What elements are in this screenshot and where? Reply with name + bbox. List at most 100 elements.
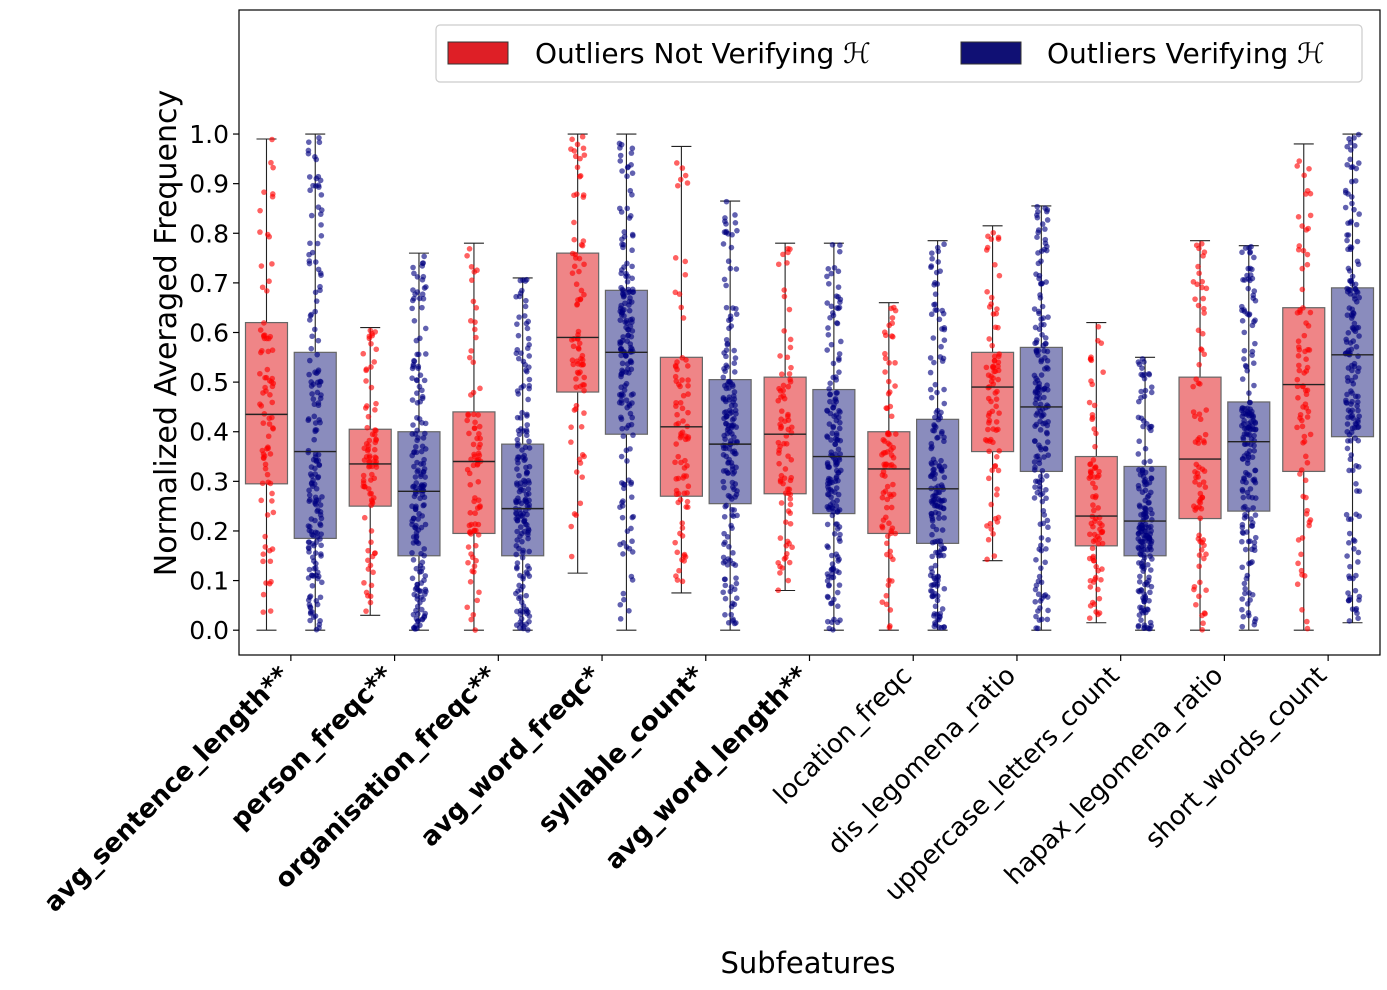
strip-point xyxy=(1244,408,1251,415)
strip-point xyxy=(519,549,526,556)
strip-point xyxy=(411,318,418,324)
strip-point xyxy=(318,232,325,239)
strip-point xyxy=(521,477,527,484)
strip-point xyxy=(464,466,471,473)
strip-point xyxy=(1239,413,1246,420)
strip-point xyxy=(523,297,529,304)
strip-point xyxy=(519,409,525,416)
strip-point xyxy=(515,441,521,447)
strip-point xyxy=(722,539,728,546)
strip-point xyxy=(1349,324,1356,331)
strip-point xyxy=(422,430,428,437)
strip-point xyxy=(524,610,530,617)
strip-point xyxy=(629,400,635,406)
strip-point xyxy=(784,550,790,557)
strip-point xyxy=(1239,538,1245,545)
category-group xyxy=(970,203,1063,632)
strip-point xyxy=(365,486,372,492)
strip-point xyxy=(941,515,947,521)
strip-point xyxy=(720,478,727,485)
strip-point xyxy=(720,241,727,247)
strip-point xyxy=(986,438,993,444)
strip-point xyxy=(1295,338,1302,345)
strip-point xyxy=(723,467,729,474)
strip-point xyxy=(1349,306,1355,313)
strip-point xyxy=(1042,226,1048,232)
strip-point xyxy=(888,452,895,458)
y-tick-label: 0.4 xyxy=(189,418,229,447)
strip-point xyxy=(1036,272,1043,279)
strip-point xyxy=(677,434,684,441)
strip-point xyxy=(1039,616,1045,623)
strip-point xyxy=(317,395,324,402)
legend-frame xyxy=(435,24,1363,83)
strip-point xyxy=(930,493,936,500)
strip-point xyxy=(931,613,937,619)
strip-point xyxy=(834,589,841,596)
strip-point xyxy=(1239,376,1246,382)
strip-point xyxy=(685,382,691,389)
strip-point xyxy=(307,609,314,615)
strip-point xyxy=(836,569,842,576)
strip-point xyxy=(410,264,416,271)
strip-point xyxy=(619,425,625,432)
strip-point xyxy=(1344,421,1351,427)
strip-point xyxy=(423,351,429,357)
strip-point xyxy=(880,450,887,456)
strip-point xyxy=(1239,488,1246,494)
strip-point xyxy=(1355,419,1361,425)
strip-point xyxy=(1244,572,1251,579)
strip-point xyxy=(1199,278,1206,285)
strip-point xyxy=(419,304,425,311)
strip-point xyxy=(522,303,529,310)
strip-point xyxy=(413,615,420,622)
strip-point xyxy=(679,354,686,361)
strip-point xyxy=(830,566,836,573)
strip-point xyxy=(937,354,944,360)
strip-point xyxy=(989,467,995,474)
strip-point xyxy=(628,392,635,398)
strip-point xyxy=(629,538,635,545)
strip-point xyxy=(578,287,585,294)
strip-point xyxy=(1241,329,1248,336)
strip-point xyxy=(787,344,794,351)
strip-point xyxy=(465,544,472,550)
strip-point xyxy=(518,350,524,356)
strip-point xyxy=(1038,579,1045,586)
strip-point xyxy=(931,593,937,599)
strip-point xyxy=(1095,472,1102,479)
strip-point xyxy=(624,205,631,212)
strip-point xyxy=(785,383,792,390)
strip-point xyxy=(782,466,789,472)
strip-point xyxy=(267,480,274,487)
strip-point xyxy=(1139,539,1146,545)
strip-point xyxy=(620,433,627,439)
strip-point xyxy=(1246,399,1253,406)
strip-point xyxy=(1240,277,1246,283)
strip-point xyxy=(312,259,319,265)
strip-point xyxy=(1250,292,1257,299)
strip-point xyxy=(1199,284,1205,291)
strip-point xyxy=(1347,456,1354,463)
strip-point xyxy=(581,387,587,394)
strip-point xyxy=(308,464,315,470)
strip-point xyxy=(305,449,312,456)
strip-point xyxy=(1037,605,1043,611)
strip-point xyxy=(411,295,417,302)
strip-point xyxy=(827,391,833,398)
strip-point xyxy=(682,271,689,278)
strip-point xyxy=(579,133,586,140)
strip-point xyxy=(618,414,624,421)
strip-point xyxy=(939,468,945,474)
strip-point xyxy=(1303,227,1310,233)
strip-point xyxy=(1087,461,1094,467)
strip-point xyxy=(680,418,686,424)
strip-point xyxy=(1296,243,1303,249)
strip-point xyxy=(833,390,840,396)
strip-point xyxy=(419,393,426,400)
strip-point xyxy=(1351,135,1357,141)
strip-point xyxy=(787,521,794,527)
strip-point xyxy=(941,624,947,630)
strip-point xyxy=(410,557,417,563)
strip-point xyxy=(617,616,624,622)
